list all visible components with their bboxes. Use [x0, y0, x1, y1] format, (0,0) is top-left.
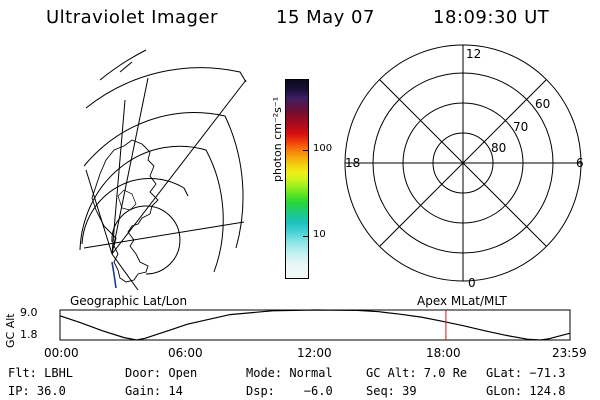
mlat-label-70: 70 — [513, 120, 529, 134]
mlt-label-12: 12 — [466, 47, 482, 61]
lat-circle-6 — [99, 49, 147, 81]
mlat-label-60: 60 — [535, 97, 551, 111]
header: Ultraviolet Imager 15 May 07 18:09:30 UT — [0, 0, 600, 40]
status-door: Door: Open — [125, 366, 198, 380]
geographic-panel-label: Geographic Lat/Lon — [70, 294, 188, 308]
colorbar-tick-100 — [303, 150, 308, 151]
xtick-label-2359: 23:59 — [552, 346, 587, 360]
lat-circle-3 — [79, 145, 224, 273]
status-ip: IP: 36.0 — [8, 384, 66, 398]
lat-circle-2 — [81, 178, 189, 245]
status-gain: Gain: 14 — [125, 384, 183, 398]
xtick-label-0600: 06:00 — [168, 346, 203, 360]
status-seq: Seq: 39 — [366, 384, 417, 398]
lat-circle-5 — [85, 67, 247, 109]
status-mode: Mode: Normal — [246, 366, 333, 380]
meridian-3 — [111, 77, 149, 255]
apex-panel-label: Apex MLat/MLT — [417, 294, 507, 308]
status-dsp: Dsp: −6.0 — [246, 384, 333, 398]
apex-polar-plot — [344, 44, 582, 282]
status-glat: GLat: −71.3 — [486, 366, 566, 380]
xtick-label-1800: 18:00 — [426, 346, 461, 360]
meridian-5 — [111, 99, 126, 255]
meridian-2 — [111, 79, 247, 255]
mlt-label-0: 0 — [468, 276, 476, 290]
xtick-label-0000: 00:00 — [44, 346, 79, 360]
intensity-colorbar — [285, 79, 309, 279]
status-gc-alt: GC Alt: 7.0 Re — [366, 366, 468, 380]
lat-circle-7 — [119, 61, 133, 73]
date-label: 15 May 07 — [276, 7, 375, 28]
status-glon: GLon: 124.8 — [486, 384, 566, 398]
coastline-inner — [117, 189, 137, 211]
altitude-series-line — [59, 309, 570, 341]
time-label: 18:09:30 UT — [433, 7, 550, 28]
ytick-label-max: 9.0 — [20, 306, 38, 319]
meridian-1 — [83, 221, 245, 249]
meridian-6 — [111, 253, 139, 291]
mlt-label-18: 18 — [345, 156, 361, 170]
instrument-title: Ultraviolet Imager — [46, 7, 218, 28]
mlat-label-80: 80 — [491, 141, 507, 155]
colorbar-tick-10 — [303, 236, 308, 237]
mlt-line-diag-2 — [379, 79, 547, 247]
xtick-label-1200: 12:00 — [297, 346, 332, 360]
meridian-4 — [85, 169, 113, 255]
coastline — [91, 139, 159, 283]
mlt-label-6: 6 — [576, 156, 584, 170]
spacecraft-track — [111, 261, 117, 289]
status-filter: Flt: LBHL — [8, 366, 74, 380]
colorbar-unit-label: photon cm⁻²s⁻¹ — [271, 96, 284, 182]
altitude-strip-chart — [59, 309, 571, 341]
lat-circle-4 — [83, 112, 244, 249]
colorbar-label-100: 100 — [313, 143, 333, 154]
strip-chart-frame — [59, 309, 571, 341]
ytick-label-min: 1.8 — [20, 328, 38, 341]
geographic-map — [79, 49, 247, 291]
colorbar-label-10: 10 — [313, 229, 326, 240]
